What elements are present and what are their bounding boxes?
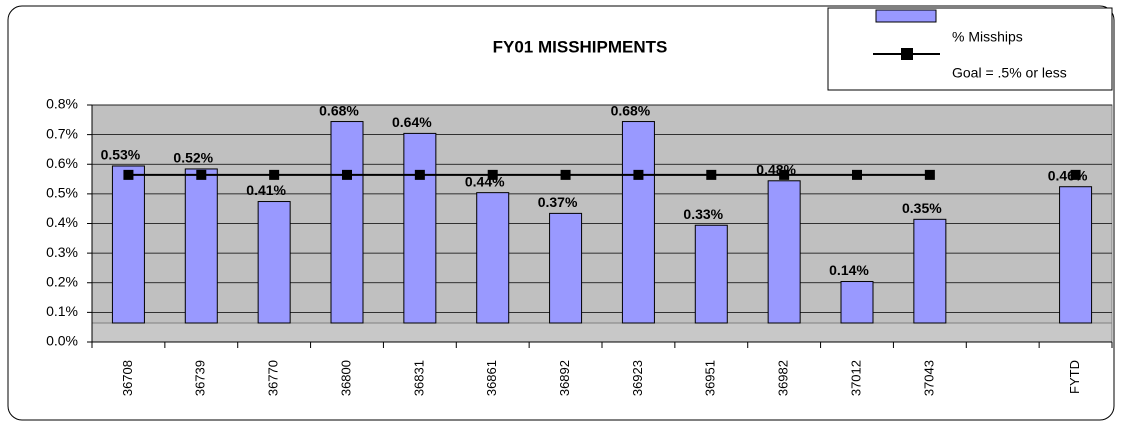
- bar: [840, 281, 874, 324]
- x-tick-label: 37043: [921, 360, 936, 396]
- x-tick-label: FYTD: [1067, 360, 1082, 394]
- x-tick-label: 37012: [848, 360, 863, 396]
- y-tick-label: 0.2%: [46, 273, 78, 289]
- x-tick-label: 36800: [338, 360, 353, 396]
- legend-label: % Misships: [952, 29, 1023, 45]
- goal-marker: [1070, 169, 1081, 180]
- x-tick-label: 36861: [484, 360, 499, 396]
- goal-marker: [269, 169, 280, 180]
- bar: [111, 165, 145, 324]
- bar: [621, 121, 655, 324]
- chart-title: FY01 MISSHIPMENTS: [493, 37, 668, 56]
- x-tick-label: 36982: [776, 360, 791, 396]
- y-tick-label: 0.0%: [46, 333, 78, 349]
- data-label: 0.37%: [538, 194, 578, 210]
- data-label: 0.52%: [173, 150, 213, 166]
- goal-marker: [487, 169, 498, 180]
- legend-label: Goal = .5% or less: [952, 65, 1067, 81]
- goal-marker: [196, 169, 207, 180]
- goal-marker: [560, 169, 571, 180]
- goal-marker: [342, 169, 352, 180]
- bar: [257, 201, 291, 324]
- goal-marker: [414, 169, 425, 180]
- data-label: 0.41%: [246, 182, 286, 198]
- data-label: 0.68%: [611, 102, 651, 118]
- goal-marker: [852, 169, 862, 180]
- bar: [767, 180, 801, 324]
- legend-swatch: [875, 9, 937, 23]
- legend-box: [827, 7, 1113, 91]
- bar: [184, 168, 218, 324]
- y-tick-label: 0.5%: [46, 185, 78, 201]
- goal-marker: [924, 169, 935, 180]
- data-label: 0.53%: [101, 147, 141, 163]
- data-label: 0.14%: [829, 262, 869, 278]
- y-tick-label: 0.1%: [46, 303, 78, 319]
- data-label: 0.35%: [902, 200, 942, 216]
- plot-floor: [91, 322, 1113, 343]
- y-tick-label: 0.4%: [46, 214, 78, 230]
- data-label: 0.64%: [392, 114, 432, 130]
- goal-marker: [706, 169, 717, 180]
- bar: [476, 192, 510, 324]
- bar: [694, 224, 728, 324]
- x-tick-label: 36708: [120, 360, 135, 396]
- goal-marker: [633, 169, 644, 180]
- y-tick-label: 0.8%: [46, 96, 78, 112]
- goal-marker: [779, 169, 790, 180]
- x-tick-label: 36951: [703, 360, 718, 396]
- data-label: 0.46%: [1048, 167, 1088, 183]
- x-tick-label: 36770: [266, 360, 281, 396]
- bar: [330, 121, 364, 324]
- y-tick-label: 0.7%: [46, 125, 78, 141]
- bar: [913, 218, 947, 324]
- x-tick-label: 36923: [630, 360, 645, 396]
- x-tick-label: 36892: [557, 360, 572, 396]
- legend-marker: [901, 48, 913, 60]
- goal-marker: [123, 169, 134, 180]
- x-tick-label: 36739: [193, 360, 208, 396]
- data-label: 0.68%: [319, 102, 359, 118]
- y-tick-label: 0.6%: [46, 155, 78, 171]
- bar: [549, 212, 583, 324]
- y-tick-label: 0.3%: [46, 244, 78, 260]
- bar: [403, 132, 437, 324]
- x-tick-label: 36831: [411, 360, 426, 396]
- data-label: 0.33%: [683, 206, 723, 222]
- bar: [1059, 186, 1093, 324]
